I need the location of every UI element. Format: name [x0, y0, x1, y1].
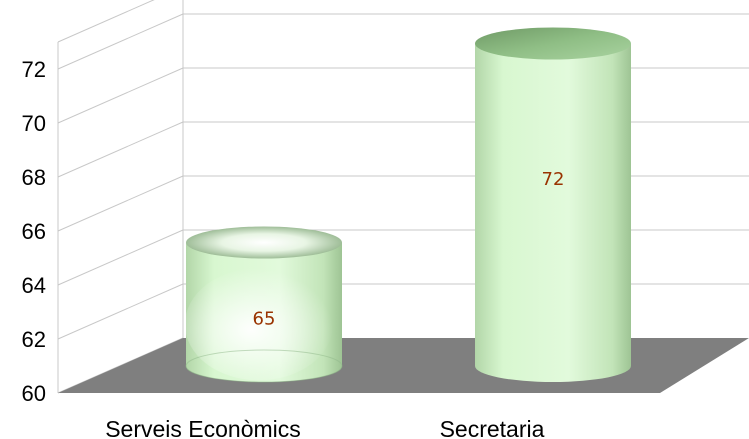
gridline-side [57, 67, 184, 124]
data-label: 72 [542, 169, 565, 190]
x-axis-categories: Serveis Econòmics Secretaria [105, 416, 544, 439]
cylinder-bar: 72 [475, 27, 631, 382]
cylinder-bars: 65 72 [184, 27, 631, 383]
gridline-side [57, 229, 184, 286]
y-tick-label: 70 [22, 111, 46, 136]
gridline-side [57, 13, 184, 70]
x-category-label: Secretaria [440, 416, 545, 439]
gridline-side [57, 121, 184, 178]
y-tick-label: 62 [22, 327, 46, 352]
data-label: 65 [253, 308, 276, 329]
cylinder-base-rim [185, 349, 343, 383]
y-axis-ticks: 60 62 64 66 68 70 72 [22, 57, 46, 406]
cylinder-top [186, 226, 342, 259]
cylinder-bar: 65 [184, 226, 343, 383]
cylinder-top [475, 27, 631, 60]
gridline-side [57, 175, 184, 232]
y-tick-label: 60 [22, 381, 46, 406]
floor-plane [58, 338, 749, 393]
y-tick-label: 68 [22, 165, 46, 190]
chart-floor [58, 338, 749, 393]
y-tick-label: 66 [22, 219, 46, 244]
x-category-label: Serveis Econòmics [105, 416, 301, 439]
y-tick-label: 64 [22, 273, 46, 298]
y-tick-label: 72 [22, 57, 46, 82]
gridline-side [57, 283, 184, 340]
cylinder-body [475, 43, 631, 382]
chart-walls [57, 0, 749, 394]
wall-top-edge [57, 0, 155, 43]
